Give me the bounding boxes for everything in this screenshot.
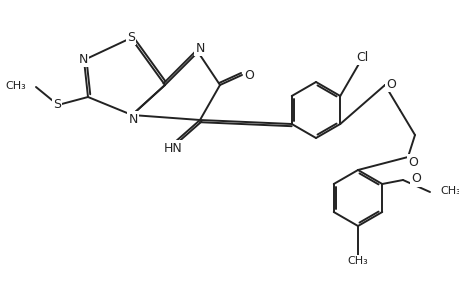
- Text: Cl: Cl: [355, 50, 367, 64]
- Text: O: O: [410, 172, 420, 185]
- Text: O: O: [407, 155, 417, 169]
- Text: CH₃: CH₃: [347, 256, 368, 266]
- Text: O: O: [385, 77, 395, 91]
- Text: O: O: [244, 68, 253, 82]
- Text: N: N: [78, 52, 88, 65]
- Text: CH₃: CH₃: [439, 186, 459, 196]
- Text: S: S: [53, 98, 61, 110]
- Text: N: N: [195, 41, 204, 55]
- Text: N: N: [128, 112, 137, 125]
- Text: S: S: [127, 31, 134, 44]
- Text: HN: HN: [163, 142, 182, 154]
- Text: CH₃: CH₃: [5, 81, 26, 91]
